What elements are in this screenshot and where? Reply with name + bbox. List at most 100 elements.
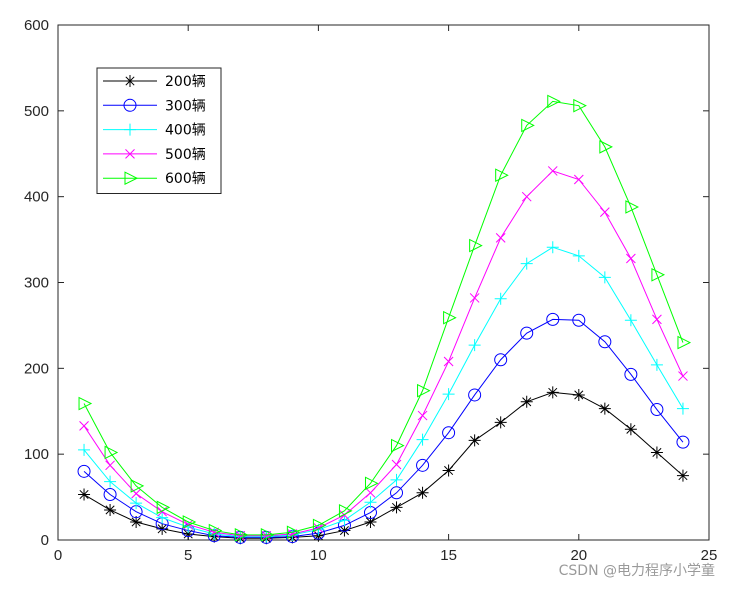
data-point [572, 249, 585, 262]
data-point [573, 98, 587, 113]
data-point [130, 515, 143, 528]
data-point [650, 358, 663, 371]
legend-entry-4: 500辆 [103, 147, 206, 163]
data-point [676, 469, 689, 482]
data-point [208, 523, 223, 538]
data-point [468, 388, 482, 402]
data-point [156, 511, 169, 524]
series-line [83, 391, 684, 539]
data-point [312, 529, 325, 542]
data-point [104, 475, 117, 488]
legend-entry-1: 200辆 [103, 74, 206, 90]
y-tick-label: 0 [41, 532, 49, 549]
data-point [626, 253, 636, 264]
data-point [443, 310, 457, 325]
data-point [104, 503, 117, 516]
series-4 [79, 166, 688, 541]
data-point [572, 388, 585, 401]
series-line [83, 100, 684, 536]
data-point [77, 464, 91, 478]
data-point [520, 395, 533, 408]
series-line [83, 170, 684, 537]
data-point [625, 200, 639, 214]
data-point [676, 402, 689, 415]
data-point [443, 356, 454, 367]
data-point [391, 438, 405, 453]
data-point [182, 515, 197, 529]
series-5 [78, 94, 692, 542]
data-point [650, 446, 663, 459]
data-point [78, 488, 91, 501]
watermark-text: CSDN @电力程序小学童 [558, 563, 715, 579]
legend-marker [125, 149, 135, 159]
data-point [494, 416, 507, 429]
data-point [521, 191, 532, 202]
data-point [78, 443, 91, 456]
data-point [390, 473, 403, 486]
data-point [103, 488, 117, 502]
data-point [286, 525, 301, 540]
data-point [521, 118, 535, 133]
data-point [390, 486, 404, 500]
data-point [442, 388, 455, 401]
data-point [468, 339, 481, 352]
data-point [338, 514, 351, 527]
data-point [624, 423, 637, 436]
data-point [390, 501, 403, 514]
data-point [547, 94, 561, 109]
data-point [573, 174, 584, 185]
y-tick-label: 100 [24, 446, 49, 463]
x-tick-label: 5 [184, 547, 192, 564]
data-point [364, 476, 379, 491]
series-layer [77, 94, 692, 545]
data-point [416, 433, 429, 446]
data-point [599, 140, 613, 154]
y-tick-label: 200 [24, 360, 49, 377]
legend-label: 200辆 [165, 74, 206, 90]
legend-marker [123, 98, 137, 112]
series-line [83, 246, 684, 538]
data-point [676, 435, 690, 449]
data-point [105, 460, 115, 471]
data-point [417, 410, 428, 421]
data-point [624, 367, 638, 381]
data-point [312, 518, 327, 533]
data-point [546, 241, 559, 254]
data-point [156, 500, 171, 515]
legend-label: 300辆 [165, 98, 206, 114]
data-point [286, 528, 299, 541]
legend-marker [124, 171, 139, 186]
data-point [677, 335, 692, 350]
data-point [678, 371, 688, 381]
x-tick-label: 0 [54, 547, 62, 564]
data-point [546, 386, 559, 399]
data-point [416, 458, 430, 472]
data-point [313, 523, 324, 533]
data-point [416, 486, 429, 499]
data-point [364, 515, 377, 528]
data-point [652, 314, 662, 325]
data-point [130, 479, 145, 493]
y-tick-label: 300 [24, 275, 49, 292]
y-tick-label: 600 [24, 17, 49, 34]
data-point [469, 293, 480, 303]
legend-entry-5: 600辆 [103, 171, 206, 187]
data-point [624, 314, 637, 327]
data-point [520, 326, 534, 340]
x-tick-label: 20 [570, 547, 587, 564]
x-tick-label: 25 [701, 547, 718, 564]
legend-box [96, 67, 222, 194]
axes: 0 5 10 15 20 25 0 100 200 300 400 500 600 [24, 17, 717, 564]
data-point [495, 168, 509, 183]
data-point [469, 238, 483, 253]
data-point [260, 528, 275, 542]
legend-entry-3: 400辆 [103, 123, 206, 139]
data-point [598, 402, 611, 415]
data-point [79, 420, 89, 431]
data-point [417, 383, 431, 398]
data-point [651, 267, 666, 282]
series-2 [77, 312, 690, 544]
data-point [546, 312, 560, 326]
y-tick-label: 400 [24, 189, 49, 206]
data-point [104, 445, 119, 460]
